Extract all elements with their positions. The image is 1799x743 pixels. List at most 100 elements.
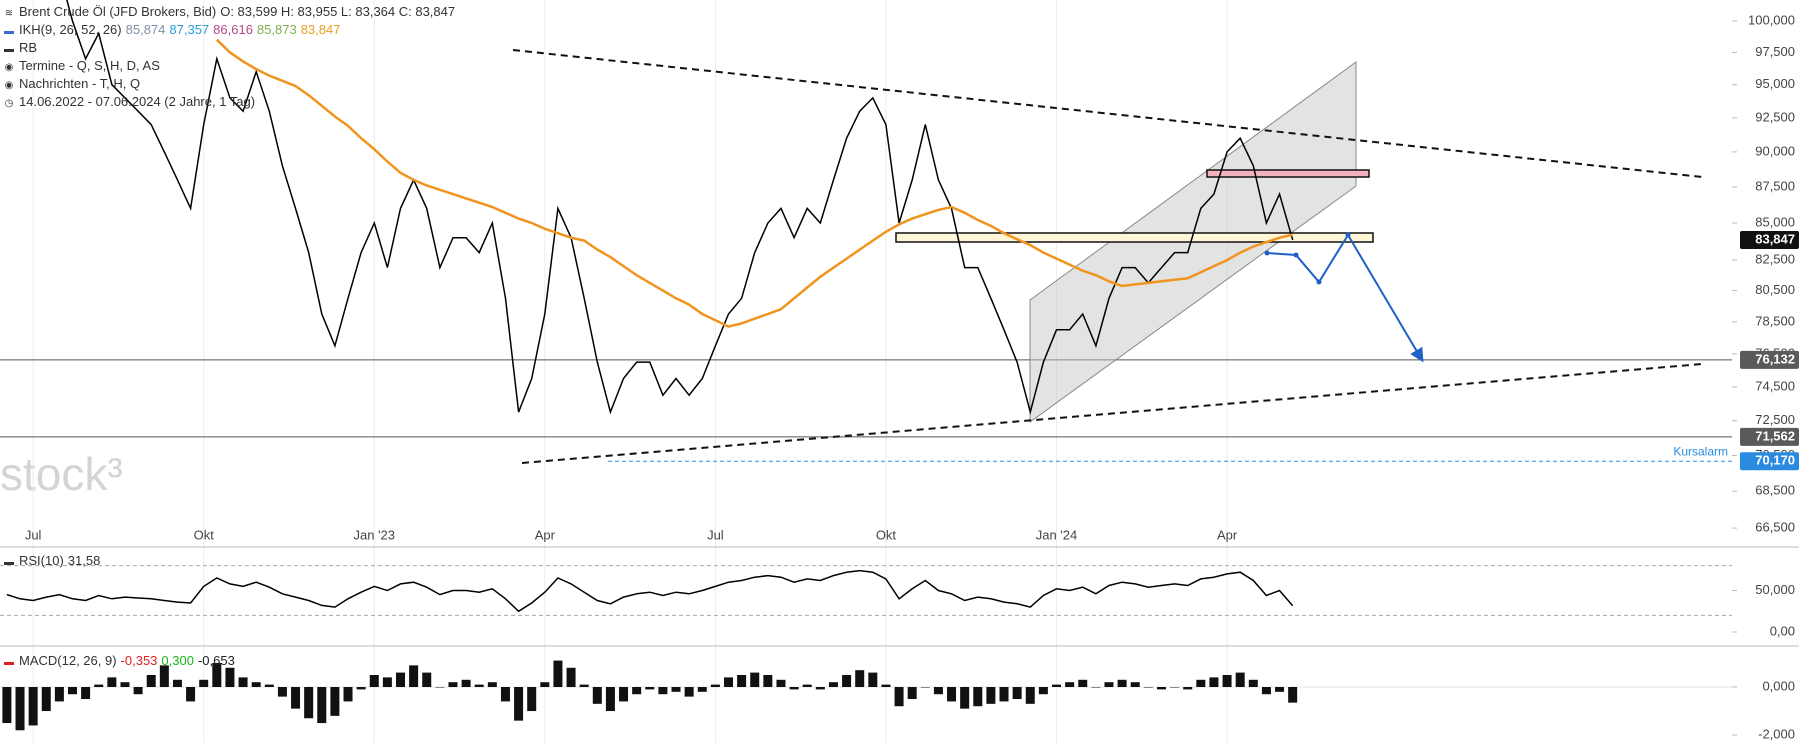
macd-bar xyxy=(15,687,25,731)
macd-bar xyxy=(500,687,510,702)
macd-bar xyxy=(487,682,497,688)
macd-bar xyxy=(186,687,196,702)
macd-bar xyxy=(1222,674,1232,688)
macd-bar xyxy=(1196,679,1206,688)
macd-bar xyxy=(579,684,589,688)
ikh-value: 83,847 xyxy=(300,22,341,37)
macd-bar xyxy=(1012,687,1022,700)
macd-bar xyxy=(1248,679,1258,688)
macd-bar xyxy=(1170,687,1180,688)
macd-bar xyxy=(684,687,694,697)
macd-bar xyxy=(251,682,261,688)
legend-item: Nachrichten - T, H, Q xyxy=(19,76,141,91)
macd-bar xyxy=(1183,687,1193,690)
macd-bar xyxy=(225,667,235,688)
macd-bar xyxy=(54,687,64,702)
macd-bar xyxy=(947,687,957,702)
macd-bar xyxy=(369,674,379,688)
projection-point xyxy=(1345,232,1351,238)
macd-bar xyxy=(264,684,274,688)
macd-bar xyxy=(107,677,117,688)
projection-arrow xyxy=(1266,233,1424,363)
macd-bar xyxy=(277,687,287,697)
macd-bar xyxy=(1052,684,1061,688)
macd-bar xyxy=(94,684,104,688)
macd-bar xyxy=(1025,687,1035,704)
macd-bar xyxy=(238,677,248,688)
level-label-box xyxy=(1740,427,1799,446)
y-tick-label: 0,000 xyxy=(1762,678,1795,693)
macd-bar xyxy=(356,687,366,690)
ikh-value: 85,873 xyxy=(256,22,297,37)
x-tick-label: Jan '24 xyxy=(1036,527,1078,542)
macd-bar xyxy=(671,687,681,692)
macd-bar xyxy=(619,687,629,702)
macd-bar xyxy=(474,684,484,688)
macd-bar xyxy=(41,687,51,712)
macd-bar xyxy=(304,687,314,719)
upper-trendline xyxy=(512,49,1703,178)
macd-bar xyxy=(842,674,852,688)
legend-title-row: ≋ Brent Crude Öl (JFD Brokers, Bid) O: 83,… xyxy=(4,4,456,19)
x-tick-label: Okt xyxy=(876,527,897,542)
macd-bar xyxy=(212,662,222,688)
x-tick-label: Apr xyxy=(535,527,556,542)
macd-bar xyxy=(881,684,891,688)
macd-bar xyxy=(146,674,156,688)
series-line xyxy=(215,38,1293,328)
macd-bar xyxy=(461,679,471,688)
y-tick-label: 97,500 xyxy=(1755,44,1795,59)
y-tick-label: -2,000 xyxy=(1758,727,1795,742)
legend-item: 14.06.2022 - 07.06.2024 (2 Jahre, 1 Tag) xyxy=(19,94,256,109)
macd-name: MACD(12, 26, 9) xyxy=(19,653,117,668)
macd-bar xyxy=(894,687,904,707)
level-label-box xyxy=(1740,350,1799,369)
macd-bar xyxy=(435,687,445,688)
macd-bar xyxy=(855,670,865,688)
macd-bar xyxy=(396,672,405,688)
macd-bar xyxy=(514,687,524,721)
support-zone xyxy=(895,232,1374,243)
instrument: Brent Crude Öl (JFD Brokers, Bid) xyxy=(19,4,217,19)
macd-value: -0,653 xyxy=(197,653,235,668)
macd-bar xyxy=(868,672,878,688)
macd-bar xyxy=(1065,682,1075,688)
macd-bar xyxy=(1288,687,1298,703)
macd-bar xyxy=(737,674,747,688)
macd-bar xyxy=(2,687,12,724)
macd-bar xyxy=(999,687,1009,702)
level-label-text: 76,132 xyxy=(1755,351,1795,366)
legend-ikh-row: ▬ IKH(9, 26, 52, 26) 85,874 87,357 86,616 85,… xyxy=(4,22,341,37)
macd-bar xyxy=(1156,687,1166,690)
last-price-box xyxy=(1740,230,1799,249)
macd-bar xyxy=(828,682,838,688)
y-tick-label: 95,000 xyxy=(1755,76,1795,91)
macd-bar xyxy=(750,672,760,688)
macd-bar xyxy=(1275,687,1285,692)
macd-bar xyxy=(907,687,917,700)
level-label-text: 71,562 xyxy=(1755,428,1795,443)
y-tick-label: 72,500 xyxy=(1755,412,1795,427)
x-tick-label: Jul xyxy=(25,527,42,542)
macd-bar xyxy=(802,684,812,688)
macd-bar xyxy=(330,687,340,716)
macd-bar xyxy=(658,687,668,695)
rsi-legend: ▬ RSI(10) 31,58 xyxy=(4,553,101,568)
macd-bar xyxy=(1117,679,1127,688)
macd-bar xyxy=(120,682,130,688)
alert-label-box xyxy=(1740,452,1799,471)
ikh-value: 87,357 xyxy=(169,22,210,37)
macd-bar xyxy=(448,682,458,688)
x-tick-label: Okt xyxy=(194,527,215,542)
price-legend: ≋ Brent Crude Öl (JFD Brokers, Bid) O: 83,… xyxy=(4,4,455,112)
macd-legend: ▬ MACD(12, 26, 9) -0,353 0,300 -0,653 xyxy=(4,653,235,668)
macd-bar xyxy=(632,687,642,695)
macd-bar xyxy=(763,674,773,688)
x-tick-label: Apr xyxy=(1217,527,1238,542)
y-tick-label: 85,000 xyxy=(1755,214,1795,229)
rsi-name: RSI(10) xyxy=(19,553,64,568)
macd-bar xyxy=(317,687,327,724)
y-tick-label: 68,500 xyxy=(1755,483,1795,498)
macd-bar xyxy=(645,687,655,690)
alert-name: Kursalarm xyxy=(1673,444,1728,458)
